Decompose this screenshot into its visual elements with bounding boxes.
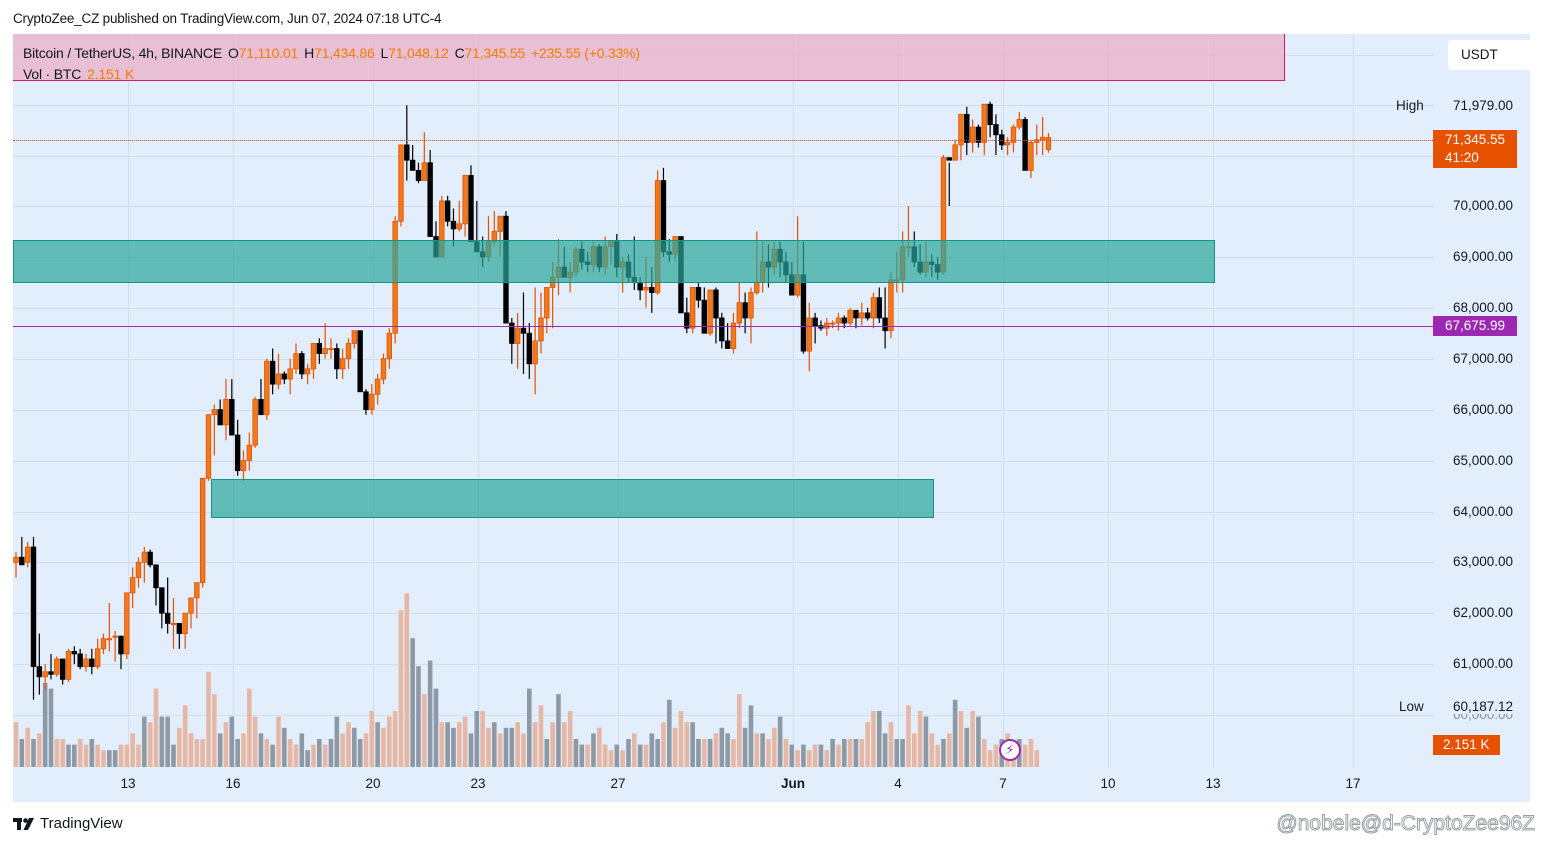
gridline bbox=[13, 105, 1433, 106]
gridline bbox=[1353, 34, 1354, 768]
gridline bbox=[13, 461, 1433, 462]
time-tick: 23 bbox=[470, 776, 486, 791]
low-field: L71,048.12 bbox=[380, 45, 449, 61]
gridline bbox=[13, 156, 1433, 157]
price-tick: 70,000.00 bbox=[1452, 198, 1513, 213]
price-plot[interactable]: Bitcoin / TetherUS, 4h, BINANCE O71,110.0… bbox=[13, 34, 1433, 768]
gridline bbox=[1108, 34, 1109, 768]
time-axis[interactable]: 13 16 20 23 27 Jun 4 7 10 13 17 bbox=[13, 768, 1433, 802]
gridline bbox=[13, 664, 1433, 665]
change-value: +235.55 (+0.33%) bbox=[531, 45, 640, 61]
price-tick: 63,000.00 bbox=[1452, 554, 1513, 569]
low-marker-label: Low bbox=[1399, 699, 1424, 714]
low-marker-value: 60,187.12 bbox=[1452, 699, 1513, 714]
time-tick: Jun bbox=[780, 776, 806, 791]
price-tick: 65,000.00 bbox=[1452, 453, 1513, 468]
gridline bbox=[618, 34, 619, 768]
chart-frame[interactable]: Bitcoin / TetherUS, 4h, BINANCE O71,110.0… bbox=[13, 34, 1530, 802]
volume-badge: 2.151 K bbox=[1433, 735, 1500, 755]
time-tick: 16 bbox=[225, 776, 241, 791]
support-level-line[interactable] bbox=[13, 326, 1433, 327]
volume-label[interactable]: Vol · BTC bbox=[23, 66, 82, 82]
gridline bbox=[1213, 34, 1214, 768]
gridline bbox=[13, 308, 1433, 309]
gridline bbox=[13, 715, 1433, 716]
price-tick: 69,000.00 bbox=[1452, 249, 1513, 264]
price-tick: 62,000.00 bbox=[1452, 605, 1513, 620]
tradingview-logo-icon bbox=[13, 817, 34, 830]
gridline bbox=[13, 613, 1433, 614]
gridline bbox=[478, 34, 479, 768]
time-tick: 27 bbox=[610, 776, 626, 791]
price-tick: 68,000.00 bbox=[1452, 300, 1513, 315]
last-price-badge: 71,345.55 41:20 bbox=[1433, 130, 1517, 168]
level-price-badge: 67,675.99 bbox=[1433, 316, 1517, 336]
gridline bbox=[793, 34, 794, 768]
gridline bbox=[128, 34, 129, 768]
time-tick: 20 bbox=[365, 776, 381, 791]
volume-value: 2.151 K bbox=[87, 66, 134, 82]
high-field: H71,434.86 bbox=[304, 45, 375, 61]
symbol-label[interactable]: Bitcoin / TetherUS, 4h, BINANCE bbox=[23, 45, 222, 61]
watermark: @nobele@d-CryptoZee96Z bbox=[1276, 812, 1536, 836]
open-field: O71,110.01 bbox=[227, 45, 299, 61]
price-tick: 67,000.00 bbox=[1452, 351, 1513, 366]
last-price-line bbox=[13, 140, 1433, 141]
bar-countdown: 41:20 bbox=[1445, 150, 1479, 165]
gridline bbox=[13, 359, 1433, 360]
gridline bbox=[13, 410, 1433, 411]
time-tick: 17 bbox=[1345, 776, 1361, 791]
demand-zone-lower[interactable] bbox=[211, 479, 934, 518]
gridline bbox=[13, 562, 1433, 563]
time-tick: 4 bbox=[894, 776, 902, 791]
ohlc-legend: Bitcoin / TetherUS, 4h, BINANCE O71,110.0… bbox=[23, 45, 646, 61]
volume-legend: Vol · BTC 2.151 K bbox=[23, 66, 140, 82]
last-price-value: 71,345.55 bbox=[1445, 132, 1506, 147]
time-tick: 7 bbox=[999, 776, 1007, 791]
legend-panel: Bitcoin / TetherUS, 4h, BINANCE O71,110.0… bbox=[13, 34, 1285, 82]
price-tick: 61,000.00 bbox=[1452, 656, 1513, 671]
gridline bbox=[13, 206, 1433, 207]
price-tick: 66,000.00 bbox=[1452, 402, 1513, 417]
time-tick: 10 bbox=[1100, 776, 1116, 791]
candlestick-series bbox=[13, 101, 1052, 767]
high-marker-value: 71,979.00 bbox=[1452, 98, 1513, 113]
lightning-icon[interactable]: ⚡︎ bbox=[999, 739, 1021, 761]
price-axis[interactable]: USDT High 71,979.00 71,345.55 41:20 70,0… bbox=[1396, 34, 1530, 768]
tradingview-brand: TradingView bbox=[40, 815, 123, 832]
time-tick: 13 bbox=[1205, 776, 1221, 791]
resistance-zone-upper[interactable] bbox=[13, 240, 1215, 283]
published-caption: CryptoZee_CZ published on TradingView.co… bbox=[13, 11, 442, 26]
high-marker-label: High bbox=[1396, 98, 1424, 113]
tradingview-logo[interactable]: TradingView bbox=[13, 815, 123, 832]
gridline bbox=[898, 34, 899, 768]
time-tick: 13 bbox=[120, 776, 136, 791]
gridline bbox=[1003, 34, 1004, 768]
price-tick: 64,000.00 bbox=[1452, 504, 1513, 519]
currency-selector[interactable]: USDT bbox=[1448, 40, 1530, 70]
close-field: C71,345.55 bbox=[454, 45, 526, 61]
